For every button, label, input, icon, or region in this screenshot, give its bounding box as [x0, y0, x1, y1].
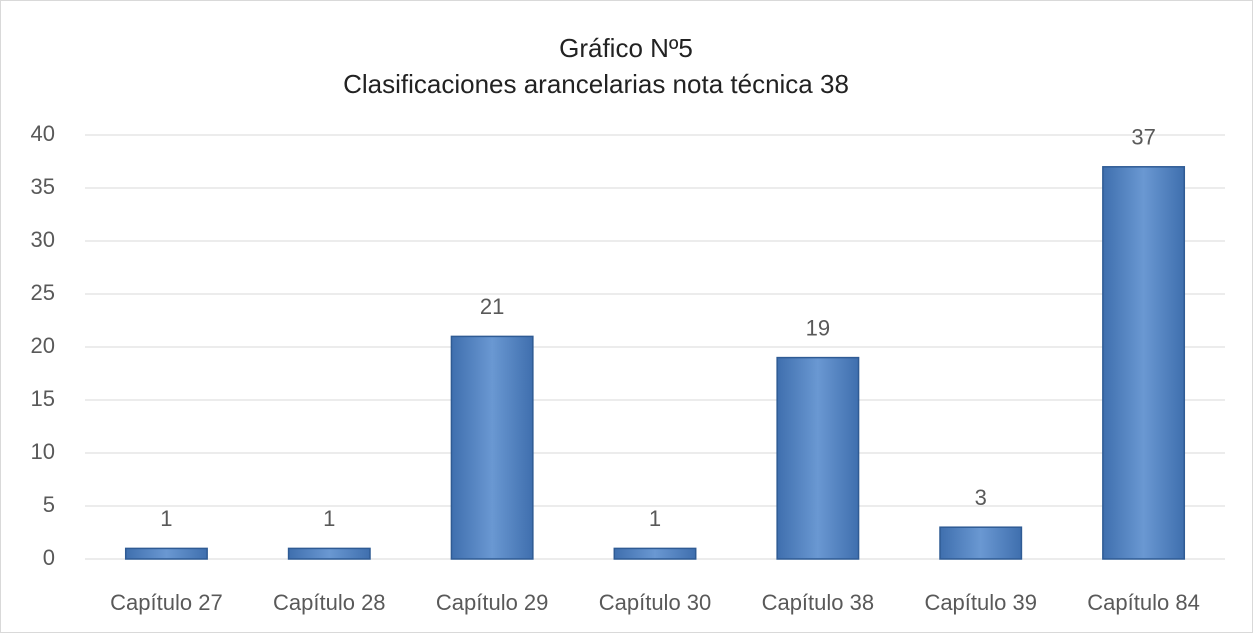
data-label: 21 [480, 294, 504, 319]
y-tick-label: 40 [31, 121, 55, 146]
y-tick-label: 0 [43, 545, 55, 570]
bar [287, 547, 371, 560]
y-tick-label: 10 [31, 439, 55, 464]
x-tick-label: Capítulo 30 [599, 590, 712, 615]
bar [776, 356, 860, 560]
x-tick-label: Capítulo 27 [110, 590, 223, 615]
bar [613, 547, 697, 560]
bar [939, 526, 1023, 560]
data-label: 1 [649, 506, 661, 531]
x-tick-label: Capítulo 38 [762, 590, 875, 615]
bar [1102, 166, 1186, 560]
y-tick-label: 35 [31, 174, 55, 199]
bar [450, 335, 534, 560]
data-label: 3 [975, 485, 987, 510]
x-tick-label: Capítulo 39 [924, 590, 1037, 615]
y-tick-label: 5 [43, 492, 55, 517]
y-tick-label: 25 [31, 280, 55, 305]
x-tick-label: Capítulo 29 [436, 590, 549, 615]
x-tick-label: Capítulo 84 [1087, 590, 1200, 615]
y-tick-label: 30 [31, 227, 55, 252]
chart-title: Gráfico Nº5 [559, 33, 693, 63]
y-tick-label: 15 [31, 386, 55, 411]
chart-subtitle: Clasificaciones arancelarias nota técnic… [343, 69, 849, 99]
data-label: 19 [806, 315, 830, 340]
y-tick-label: 20 [31, 333, 55, 358]
bar [124, 547, 208, 560]
data-label: 1 [160, 506, 172, 531]
data-label: 1 [323, 506, 335, 531]
x-tick-label: Capítulo 28 [273, 590, 386, 615]
data-label: 37 [1131, 125, 1155, 150]
